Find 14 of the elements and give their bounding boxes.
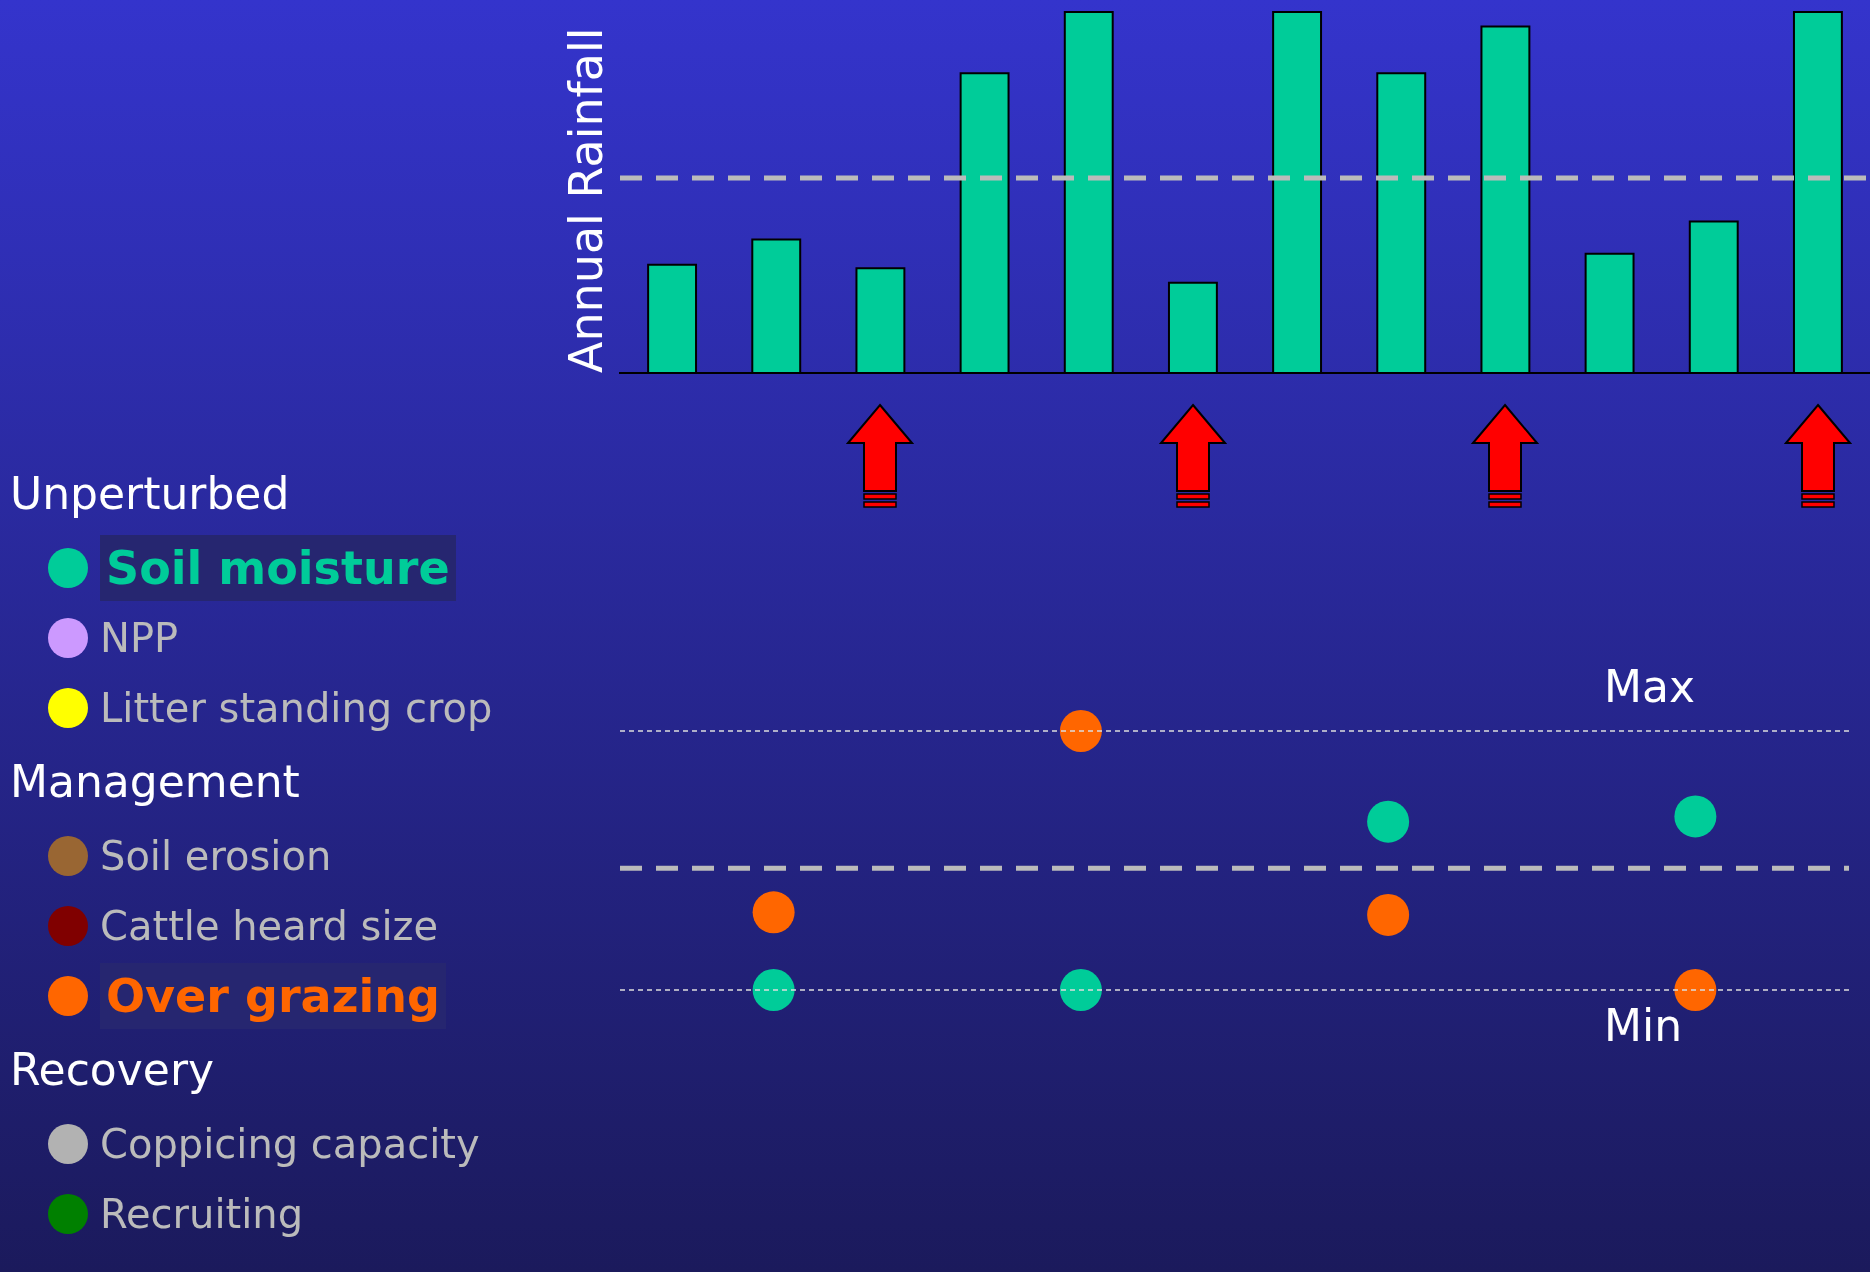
y-axis-title: Annual Rainfall [558,27,613,373]
legend-label: Recruiting [100,1191,304,1237]
text: Management [10,755,301,809]
legend-label: Soil moisture [100,535,456,601]
legend-label: Soil erosion [100,833,332,879]
text: Unperturbed [10,467,291,521]
legend-label: Over grazing [100,963,446,1029]
legend-label: Cattle heard size [100,903,439,949]
legend-label: Coppicing capacity [100,1121,480,1167]
ref-line-label: Min [1604,1000,1683,1052]
text: Recovery [10,1043,215,1097]
ref-line-label: Max [1604,661,1695,713]
legend-label: Litter standing crop [100,685,493,731]
legend-label: NPP [100,615,179,661]
